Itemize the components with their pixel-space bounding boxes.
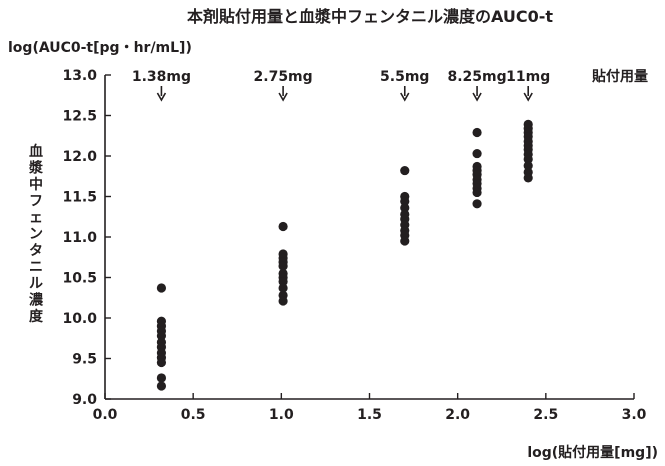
side-label-char: ェ <box>29 210 43 226</box>
data-point <box>400 165 410 176</box>
dose-label: 11mg <box>506 69 550 85</box>
y-tick-label: 13.0 <box>62 68 97 84</box>
y-tick-label: 10.5 <box>62 271 97 287</box>
chart-title: 本剤貼付用量と血漿中フェンタニル濃度のAUC0-t <box>187 7 553 26</box>
x-tick-label: 2.0 <box>445 407 470 423</box>
y-tick-label: 9.5 <box>72 352 97 368</box>
side-label-char: ン <box>29 227 43 243</box>
y-tick-label: 11.0 <box>62 230 97 246</box>
side-label-char: フ <box>29 194 43 210</box>
data-point <box>278 296 288 306</box>
side-label-char: 血 <box>29 143 43 160</box>
data-point <box>278 221 288 232</box>
y-axis-label: log(AUC0-t[pg・hr/mL]) <box>8 40 192 56</box>
side-label-char: ル <box>29 276 43 292</box>
data-point <box>278 261 288 271</box>
data-point <box>278 283 288 293</box>
x-axis-ticks: 0.0 0.5 1.0 1.5 2.0 2.5 3.0 <box>93 393 647 423</box>
x-tick-label: 0.0 <box>93 407 118 423</box>
data-point <box>400 196 410 206</box>
dose-arrow-head <box>523 92 533 102</box>
data-point <box>523 161 533 171</box>
side-label-char: 漿 <box>28 160 44 177</box>
y-tick-label: 12.5 <box>62 109 97 125</box>
side-label-char: タ <box>29 243 43 259</box>
data-point <box>156 331 167 341</box>
y-tick-label: 11.5 <box>62 190 97 206</box>
dose-arrow-head <box>156 92 167 102</box>
dose-label: 5.5mg <box>380 69 429 85</box>
data-point <box>400 236 410 246</box>
data-point <box>156 373 167 383</box>
data-point <box>472 148 482 159</box>
dose-arrow-head <box>278 92 288 102</box>
data-point <box>523 154 533 164</box>
y-tick-label: 10.0 <box>62 311 97 327</box>
x-tick-label: 0.5 <box>181 407 206 423</box>
side-label-char: 度 <box>29 308 44 325</box>
side-label-char: 濃 <box>29 292 44 309</box>
dose-label: 8.25mg <box>447 69 506 85</box>
dose-annotations: 1.38mg 2.75mg 5.5mg 8.25mg 11mg <box>132 69 550 102</box>
y-tick-label: 12.0 <box>62 149 97 165</box>
dose-label: 2.75mg <box>254 69 313 85</box>
dose-header: 貼付用量 <box>592 68 648 85</box>
y-axis-side-label: 血漿中フェンタニル濃度 <box>28 143 44 325</box>
data-point <box>156 283 167 293</box>
x-tick-label: 1.5 <box>357 407 382 423</box>
data-point <box>156 357 167 368</box>
dose-arrow-head <box>400 92 410 102</box>
data-point <box>472 127 482 138</box>
data-point <box>472 199 482 209</box>
data-point <box>472 187 482 198</box>
data-point <box>278 276 288 287</box>
data-point <box>156 381 167 391</box>
side-label-char: ニ <box>29 260 43 276</box>
data-point <box>400 203 410 213</box>
x-tick-label: 3.0 <box>622 407 647 423</box>
y-tick-label: 9.0 <box>72 392 97 408</box>
dose-label: 1.38mg <box>132 69 191 85</box>
x-tick-label: 2.5 <box>533 407 558 423</box>
axes <box>104 75 634 400</box>
data-points <box>156 119 533 391</box>
y-axis-ticks: 9.0 9.5 10.0 10.5 11.0 11.5 12.0 12.5 13.0 <box>62 68 111 408</box>
data-point <box>523 173 533 183</box>
dose-arrow-head <box>472 92 482 102</box>
side-label-char: 中 <box>29 176 43 193</box>
x-axis-label: log(貼付用量[mg]) <box>527 444 658 461</box>
x-tick-label: 1.0 <box>269 407 294 423</box>
